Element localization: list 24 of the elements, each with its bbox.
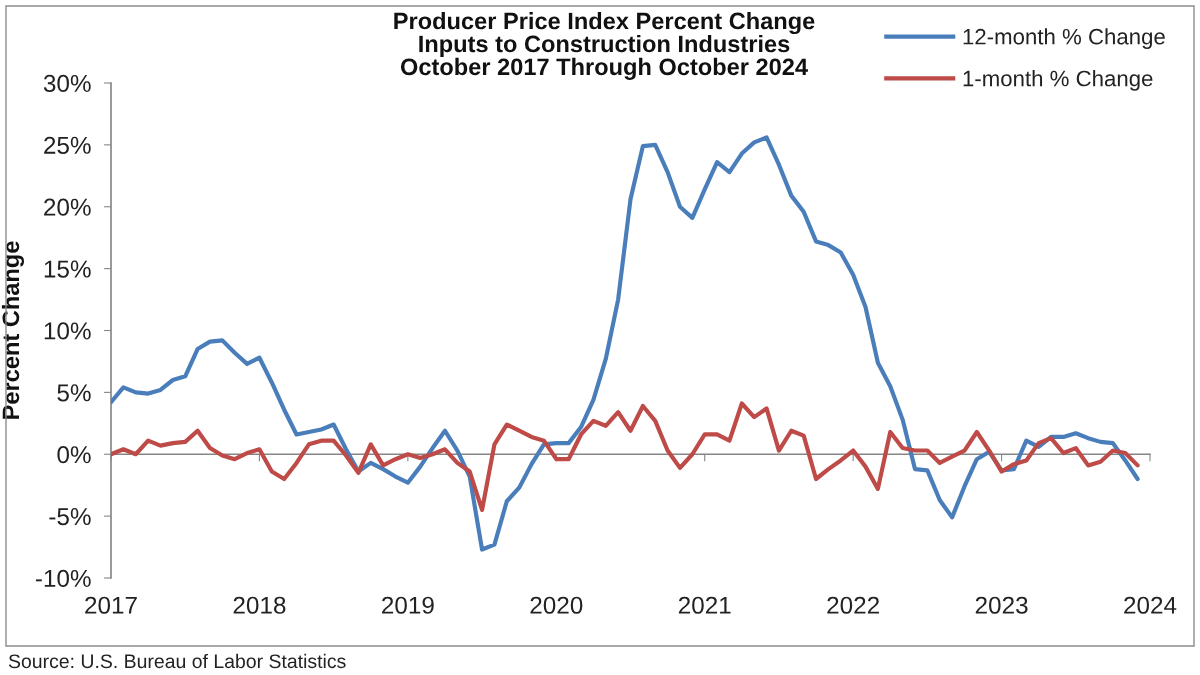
x-tick-label: 2023: [975, 596, 1028, 614]
x-tick-label: 2020: [530, 596, 583, 614]
y-tick-label: -5%: [49, 508, 91, 526]
y-tick-label: 10%: [44, 322, 91, 340]
y-tick-label: 15%: [44, 260, 91, 278]
y-tick-label: 25%: [44, 136, 91, 154]
legend-label: 12-month % Change: [963, 28, 1165, 49]
y-tick-label: 0%: [57, 446, 91, 464]
y-tick-label: 5%: [57, 384, 91, 402]
line-series: [111, 135, 1140, 552]
y-tick-label: 30%: [43, 74, 91, 93]
x-tick-label: 2017: [85, 596, 137, 614]
line-series: [111, 401, 1140, 513]
chart-title: Producer Price Index Percent Change Inputs to Construction Industries October 2017 Through October 2024: [394, 12, 815, 80]
legend-label: 1-month % Change: [963, 70, 1153, 91]
x-tick-label: 2018: [233, 596, 286, 614]
y-tick-label: 20%: [44, 198, 91, 216]
x-tick-label: 2021: [678, 596, 731, 614]
x-tick-label: 2022: [827, 596, 879, 614]
x-tick-label: 2024: [1124, 596, 1177, 614]
source-note: Source: U.S. Bureau of Labor Statistics: [8, 653, 346, 669]
x-tick-label: 2019: [382, 596, 434, 614]
y-tick-label: -10%: [35, 569, 91, 588]
y-axis-title: Percent Change: [1, 241, 24, 419]
